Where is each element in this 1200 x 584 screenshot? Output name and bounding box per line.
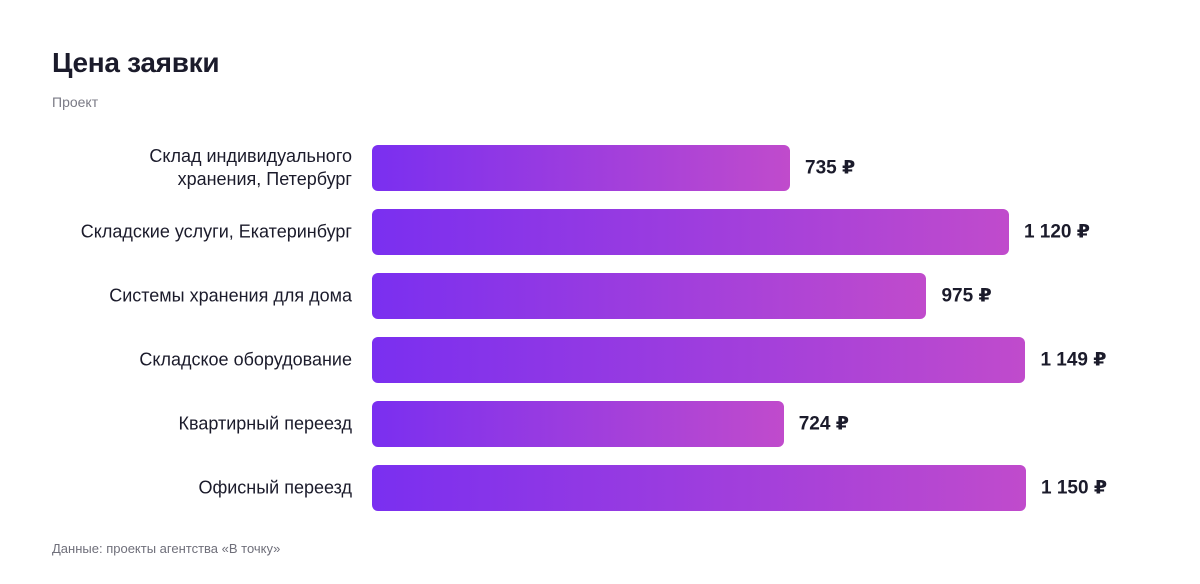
bar [372,273,927,319]
category-label: Складские услуги, Екатеринбург [80,221,352,242]
category-label: Системы хранения для дома [109,285,352,306]
bar [372,401,784,447]
value-label: 735 ₽ [805,157,856,179]
value-label: 1 149 ₽ [1040,349,1107,371]
category-label: Офисный переезд [198,477,352,498]
bar [372,145,790,191]
chart-subtitle: Проект [52,94,99,110]
value-label: 1 120 ₽ [1023,221,1090,243]
bar [372,209,1009,255]
category-label: Складское оборудование [139,349,352,370]
bar [372,337,1026,383]
value-label: 1 150 ₽ [1041,477,1108,499]
value-label: 975 ₽ [941,285,992,307]
bar [372,465,1026,511]
source-note: Данные: проекты агентства «В точку» [52,541,281,556]
value-label: 724 ₽ [798,413,849,435]
chart-title: Цена заявки [52,47,220,78]
category-label: Склад индивидуального хранения, Петербур… [149,146,352,189]
category-label: Квартирный переезд [178,413,352,434]
